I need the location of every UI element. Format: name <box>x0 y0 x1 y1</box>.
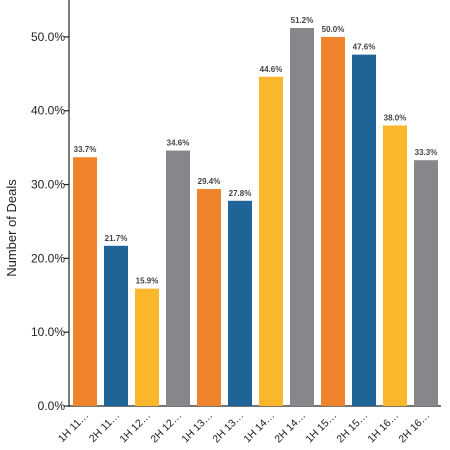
x-tick-label: 2H 16… <box>396 410 432 446</box>
bar-value-label: 47.6% <box>353 43 376 52</box>
bar <box>135 288 159 406</box>
x-tick-label: 2H 11… <box>87 410 122 445</box>
y-tick-label: 50.0% <box>31 30 65 44</box>
bar <box>259 76 283 407</box>
x-tick-label: 2H 13… <box>210 410 246 446</box>
value-labels: 33.7% 21.7% 15.9% 34.6% 29.4% 27.8% 44.6% 51.2%… <box>74 16 438 286</box>
x-tick-label: 2H 15… <box>334 410 370 446</box>
bar <box>104 245 128 406</box>
x-tick-label: 1H 16… <box>365 410 401 446</box>
bar-value-label: 33.3% <box>415 148 438 157</box>
y-axis-title: Number of Deals <box>4 179 19 277</box>
bar-value-label: 27.8% <box>229 189 252 198</box>
bar-value-label: 50.0% <box>322 25 345 34</box>
bar-value-label: 29.4% <box>198 177 221 186</box>
y-tick-label: 30.0% <box>31 178 65 192</box>
bar-value-label: 38.0% <box>384 113 407 122</box>
bar <box>197 188 221 406</box>
x-tick-label: 2H 12… <box>148 410 184 446</box>
bar <box>290 28 314 407</box>
bar-value-label: 44.6% <box>260 65 283 74</box>
bar <box>166 150 190 406</box>
bars <box>73 28 438 407</box>
bar <box>73 157 97 406</box>
x-tick-label: 1H 12… <box>117 410 153 446</box>
x-tick-label: 1H 15… <box>303 410 339 446</box>
y-tick-label: 20.0% <box>31 251 65 265</box>
y-tick-label: 40.0% <box>31 104 65 118</box>
bar <box>228 200 252 406</box>
y-tick-label: 0.0% <box>38 399 66 413</box>
x-tick-label: 1H 13… <box>179 410 215 446</box>
y-axis: 0.0% 10.0% 20.0% 30.0% 40.0% 50.0% <box>31 0 441 413</box>
bar-value-label: 51.2% <box>291 16 314 25</box>
y-tick-label: 10.0% <box>31 325 65 339</box>
bar <box>414 160 438 406</box>
x-tick-label: 1H 11… <box>56 410 91 445</box>
bar-value-label: 21.7% <box>105 234 128 243</box>
bar-value-label: 34.6% <box>167 139 190 148</box>
x-tick-label: 1H 14… <box>241 410 277 446</box>
bar-value-label: 15.9% <box>136 277 159 286</box>
bar <box>321 36 345 407</box>
x-tick-label: 2H 14… <box>272 410 308 446</box>
bar-value-label: 33.7% <box>74 145 97 154</box>
bar <box>352 54 376 406</box>
bar <box>383 125 407 406</box>
x-axis-labels: 1H 11…2H 11…1H 12…2H 12…1H 13…2H 13…1H 1… <box>56 410 432 446</box>
